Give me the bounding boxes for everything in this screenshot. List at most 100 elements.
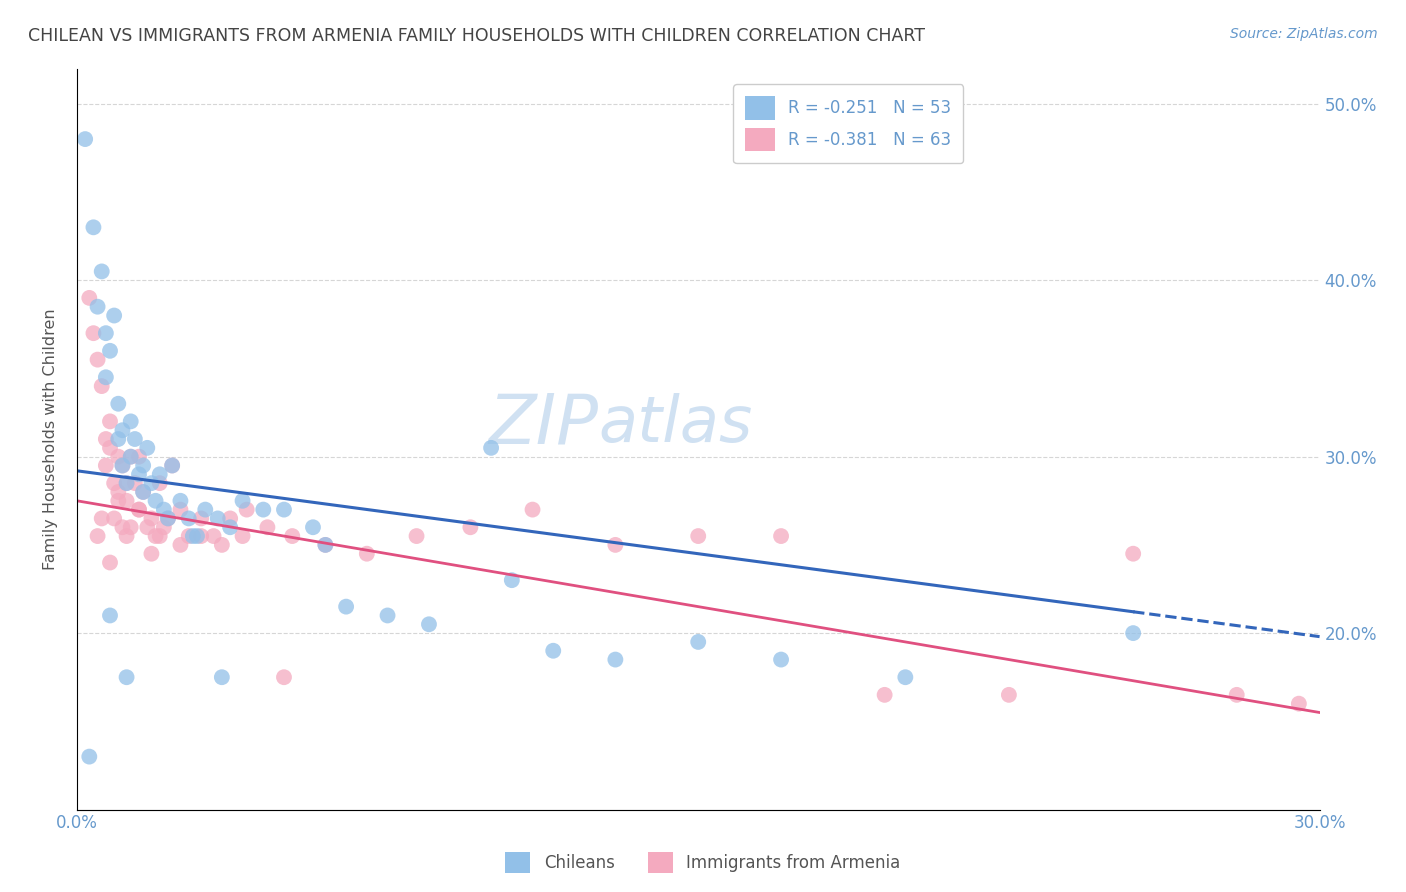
Point [541,644,564,658]
Point [1122,626,1144,640]
Point [688,635,710,649]
Point [94,326,117,341]
Point [256,520,278,534]
Point [103,511,125,525]
Point [232,493,254,508]
Point [169,493,191,508]
Point [98,608,121,623]
Point [145,529,167,543]
Point [86,300,108,314]
Point [232,529,254,543]
Point [160,458,183,473]
Point [302,520,325,534]
Point [115,670,138,684]
Point [190,529,212,543]
Point [75,132,97,146]
Point [181,529,204,543]
Point [149,476,172,491]
Point [136,441,159,455]
Point [153,502,176,516]
Text: ZIP: ZIP [489,391,599,458]
Point [111,423,134,437]
Point [107,397,129,411]
Point [235,502,257,516]
Point [136,520,159,534]
Point [94,458,117,473]
Point [207,511,229,525]
Point [190,511,212,525]
Point [314,538,336,552]
Point [160,458,183,473]
Point [149,529,172,543]
Point [770,652,793,666]
Point [107,450,129,464]
Point [194,502,217,516]
Point [128,467,150,482]
Point [111,458,134,473]
Point [98,441,121,455]
Point [211,538,233,552]
Point [460,520,482,534]
Point [90,264,112,278]
Point [273,502,295,516]
Point [219,520,242,534]
Point [115,493,138,508]
Point [132,485,155,500]
Point [107,485,129,500]
Point [124,432,146,446]
Point [405,529,427,543]
Point [335,599,357,614]
Point [128,502,150,516]
Point [132,458,155,473]
Point [86,352,108,367]
Point [998,688,1021,702]
Point [1122,547,1144,561]
Point [252,502,274,516]
Text: CHILEAN VS IMMIGRANTS FROM ARMENIA FAMILY HOUSEHOLDS WITH CHILDREN CORRELATION C: CHILEAN VS IMMIGRANTS FROM ARMENIA FAMIL… [28,27,925,45]
Point [79,291,101,305]
Point [111,458,134,473]
Point [120,450,142,464]
Point [219,511,242,525]
Point [688,529,710,543]
Text: atlas: atlas [599,393,754,455]
Point [103,476,125,491]
Point [79,749,101,764]
Legend: Chileans, Immigrants from Armenia: Chileans, Immigrants from Armenia [499,846,907,880]
Point [211,670,233,684]
Point [132,485,155,500]
Point [156,511,179,525]
Point [120,520,142,534]
Point [124,476,146,491]
Point [894,670,917,684]
Point [177,511,200,525]
Point [90,379,112,393]
Point [501,573,523,587]
Point [128,450,150,464]
Point [94,432,117,446]
Point [770,529,793,543]
Point [115,476,138,491]
Point [98,343,121,358]
Point [107,493,129,508]
Point [145,493,167,508]
Point [1226,688,1249,702]
Point [202,529,225,543]
Point [169,502,191,516]
Point [94,370,117,384]
Point [1288,697,1310,711]
Point [141,511,163,525]
Point [141,547,163,561]
Point [153,520,176,534]
Point [177,529,200,543]
Point [103,309,125,323]
Point [98,414,121,428]
Point [356,547,378,561]
Point [186,529,208,543]
Point [156,511,179,525]
Point [107,432,129,446]
Point [98,556,121,570]
Point [128,502,150,516]
Point [82,326,104,341]
Point [418,617,440,632]
